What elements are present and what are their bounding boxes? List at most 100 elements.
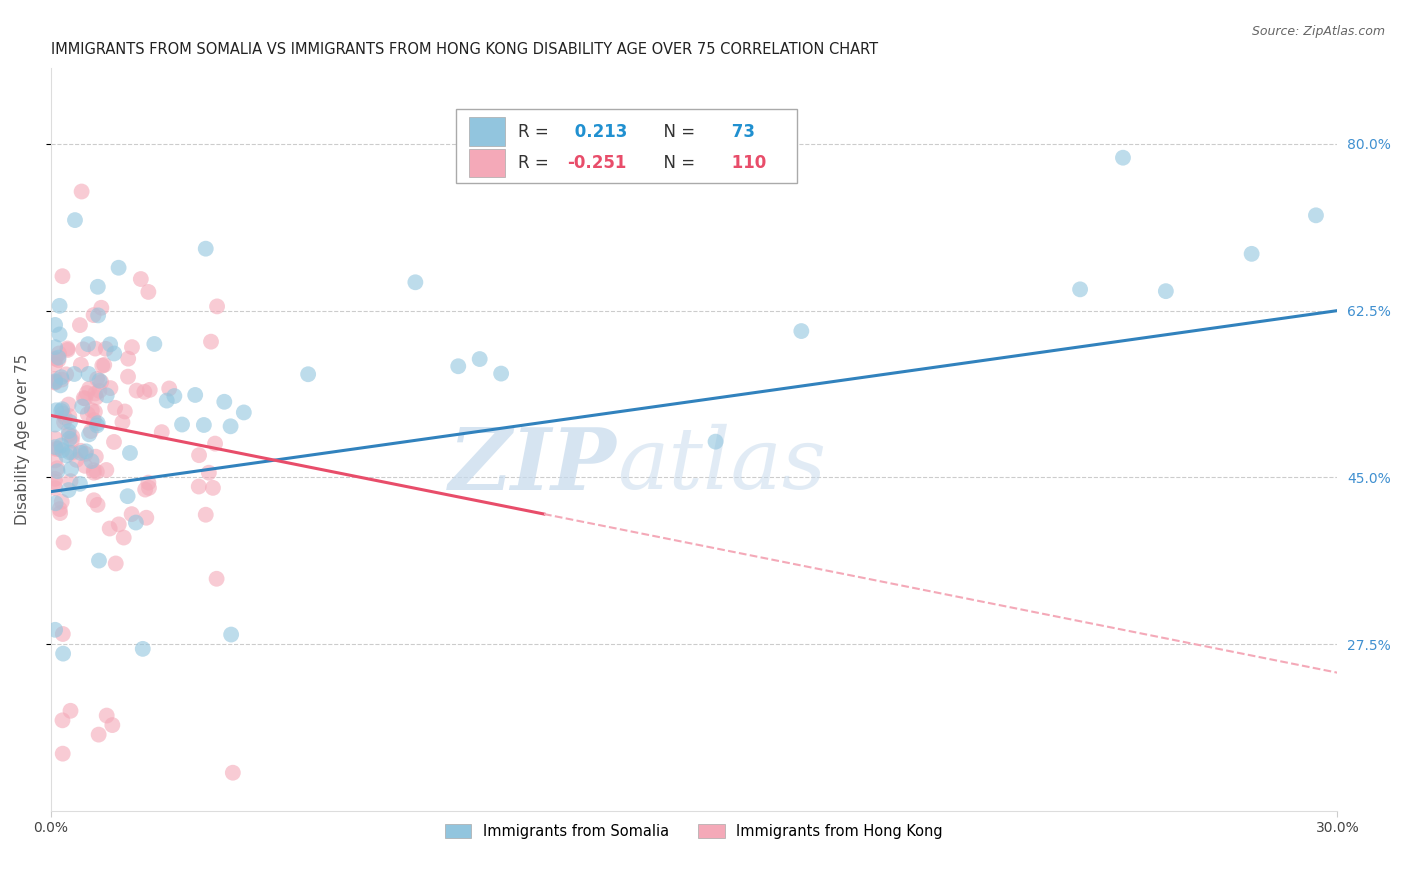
Point xyxy=(86,372,108,386)
Point xyxy=(52,747,75,761)
Point xyxy=(49,506,72,520)
Point xyxy=(44,375,66,389)
Y-axis label: Disability Age Over 75: Disability Age Over 75 xyxy=(15,353,30,524)
Point xyxy=(111,415,134,429)
Point xyxy=(91,359,114,373)
Point xyxy=(150,425,173,439)
Point xyxy=(98,337,121,351)
Point xyxy=(70,185,93,199)
Point xyxy=(51,269,73,284)
Point xyxy=(49,378,72,392)
Point xyxy=(59,704,82,718)
Text: 73: 73 xyxy=(727,122,755,141)
Point xyxy=(86,465,108,479)
Point xyxy=(58,432,80,446)
Point xyxy=(138,285,160,299)
Point xyxy=(77,427,100,442)
Point xyxy=(138,481,160,495)
Point xyxy=(194,508,217,522)
Point xyxy=(104,401,127,415)
Point xyxy=(73,391,96,405)
Point xyxy=(55,449,77,463)
Point xyxy=(58,409,80,423)
Point xyxy=(48,346,70,360)
Point xyxy=(53,410,76,425)
Point xyxy=(51,438,73,452)
Text: -0.251: -0.251 xyxy=(567,153,626,172)
Point xyxy=(104,557,127,571)
Point xyxy=(187,479,209,493)
Point xyxy=(70,400,93,414)
Point xyxy=(58,483,80,497)
Point xyxy=(125,516,148,530)
Point xyxy=(58,427,80,442)
Point xyxy=(87,553,110,567)
Point xyxy=(76,407,98,421)
Point xyxy=(89,384,111,398)
Point xyxy=(83,493,105,508)
Point xyxy=(44,374,66,388)
Point xyxy=(44,472,66,486)
Point xyxy=(87,416,110,430)
Point xyxy=(51,443,73,458)
Point xyxy=(59,415,82,429)
Text: N =: N = xyxy=(652,122,700,141)
Legend: Immigrants from Somalia, Immigrants from Hong Kong: Immigrants from Somalia, Immigrants from… xyxy=(440,818,949,845)
Point xyxy=(51,373,73,387)
Point xyxy=(83,308,105,322)
Point xyxy=(98,522,121,536)
Point xyxy=(77,337,100,351)
Point xyxy=(117,369,139,384)
Point xyxy=(83,405,105,419)
Point xyxy=(117,351,139,366)
Point xyxy=(184,388,207,402)
Point xyxy=(1069,282,1091,296)
FancyBboxPatch shape xyxy=(456,109,797,183)
Point xyxy=(204,436,226,450)
Point xyxy=(94,342,117,356)
Point xyxy=(87,728,110,742)
Point xyxy=(48,442,70,456)
Point xyxy=(103,434,125,449)
Point xyxy=(48,502,70,516)
Point xyxy=(193,417,215,432)
Point xyxy=(83,413,105,427)
Point xyxy=(118,446,141,460)
Point xyxy=(143,337,166,351)
Point xyxy=(75,444,97,458)
Point xyxy=(103,346,125,360)
Point xyxy=(132,641,155,656)
Point xyxy=(156,393,179,408)
Point xyxy=(107,517,129,532)
Point xyxy=(73,458,96,473)
Point xyxy=(205,299,228,313)
Point xyxy=(114,404,136,418)
Point xyxy=(58,445,80,459)
Point xyxy=(44,372,66,386)
Point xyxy=(45,403,67,417)
Point xyxy=(51,494,73,508)
Point xyxy=(84,450,107,464)
Point xyxy=(134,483,156,497)
Point xyxy=(52,535,75,549)
Point xyxy=(93,358,115,372)
Point xyxy=(58,398,80,412)
Point xyxy=(69,476,91,491)
Point xyxy=(51,370,73,384)
FancyBboxPatch shape xyxy=(470,149,505,177)
Point xyxy=(89,374,111,388)
Point xyxy=(44,623,66,637)
Point xyxy=(704,434,727,449)
Point xyxy=(201,481,224,495)
Point xyxy=(59,474,82,488)
Point xyxy=(48,351,70,365)
Point xyxy=(86,498,108,512)
Point xyxy=(52,627,75,641)
Point xyxy=(96,708,118,723)
Point xyxy=(87,309,110,323)
Point xyxy=(75,392,97,406)
Point xyxy=(60,434,83,448)
Point xyxy=(51,714,73,728)
Point xyxy=(138,475,160,490)
Point xyxy=(125,384,148,398)
